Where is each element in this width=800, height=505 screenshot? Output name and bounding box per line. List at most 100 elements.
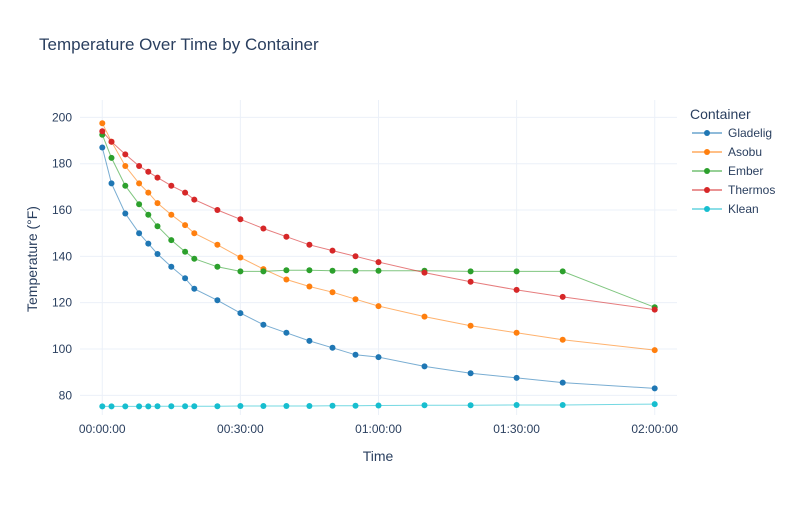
series-layer — [99, 120, 658, 410]
legend-item-ember[interactable]: Ember — [692, 164, 763, 178]
data-point-thermos — [182, 189, 189, 196]
legend-label: Thermos — [728, 183, 775, 197]
legend[interactable]: Container Gladelig Asobu Ember Thermos Klean — [690, 106, 775, 216]
data-point-gladelig — [467, 370, 474, 377]
data-point-klean — [136, 403, 143, 410]
data-point-thermos — [651, 306, 658, 313]
data-point-gladelig — [122, 210, 129, 217]
data-point-klean — [375, 402, 382, 409]
data-point-klean — [352, 402, 359, 409]
data-point-gladelig — [651, 385, 658, 392]
data-point-klean — [214, 403, 221, 410]
series-klean — [99, 401, 658, 410]
data-point-asobu — [283, 276, 290, 283]
legend-swatch-marker — [704, 168, 710, 174]
data-point-thermos — [260, 225, 267, 232]
data-point-ember — [513, 268, 520, 275]
legend-item-asobu[interactable]: Asobu — [692, 145, 762, 159]
legend-items[interactable]: Gladelig Asobu Ember Thermos Klean — [692, 126, 775, 216]
data-point-thermos — [237, 216, 244, 223]
data-point-ember — [237, 268, 244, 275]
data-point-klean — [513, 402, 520, 408]
x-tick-label: 01:30:00 — [493, 422, 540, 436]
legend-label: Ember — [728, 164, 763, 178]
series-ember — [99, 131, 658, 311]
data-point-ember — [108, 154, 115, 161]
legend-item-klean[interactable]: Klean — [692, 202, 759, 216]
series-line-gladelig — [101, 147, 655, 389]
y-tick-label: 80 — [59, 388, 73, 402]
data-point-ember — [375, 267, 382, 274]
data-point-ember — [136, 201, 143, 208]
data-point-thermos — [306, 241, 313, 248]
data-point-gladelig — [168, 263, 175, 270]
data-point-asobu — [467, 322, 474, 329]
data-point-klean — [154, 403, 161, 410]
data-point-klean — [122, 403, 129, 410]
tick-layer: 80 100 120 140 160 180 200 00:00:00 00:30:00 01:0… — [52, 110, 678, 436]
data-point-thermos — [145, 168, 152, 175]
data-point-thermos — [122, 151, 129, 158]
data-point-klean — [421, 402, 428, 409]
data-point-thermos — [352, 253, 359, 260]
grid-layer — [80, 100, 677, 415]
legend-label: Klean — [728, 202, 759, 216]
data-point-klean — [651, 401, 658, 408]
data-point-asobu — [99, 120, 106, 127]
data-point-gladelig — [214, 297, 221, 304]
data-point-ember — [214, 263, 221, 270]
data-point-asobu — [306, 283, 313, 290]
data-point-gladelig — [329, 344, 336, 351]
data-point-asobu — [214, 241, 221, 248]
series-line-klean — [102, 403, 655, 407]
data-point-klean — [99, 403, 106, 410]
data-point-thermos — [214, 207, 221, 213]
data-point-ember — [283, 267, 290, 274]
series-line-ember — [101, 134, 655, 308]
series-thermos — [99, 128, 658, 313]
data-point-thermos — [99, 128, 106, 135]
data-point-gladelig — [283, 329, 290, 336]
data-point-gladelig — [182, 275, 189, 282]
y-tick-label: 140 — [52, 249, 72, 263]
legend-item-gladelig[interactable]: Gladelig — [692, 126, 772, 140]
data-point-ember — [122, 182, 129, 189]
data-point-klean — [260, 403, 267, 409]
data-point-ember — [145, 211, 152, 218]
data-point-asobu — [237, 254, 244, 261]
data-point-gladelig — [108, 180, 115, 187]
data-point-klean — [108, 403, 115, 410]
x-tick-label: 02:00:00 — [631, 422, 678, 436]
data-point-klean — [168, 403, 175, 410]
data-point-gladelig — [260, 321, 267, 328]
chart-title: Temperature Over Time by Container — [39, 35, 319, 54]
x-tick-label: 00:00:00 — [79, 422, 126, 436]
legend-item-thermos[interactable]: Thermos — [692, 183, 775, 197]
data-point-gladelig — [352, 351, 359, 358]
data-point-thermos — [375, 259, 382, 266]
data-point-asobu — [168, 211, 175, 218]
data-point-asobu — [182, 222, 189, 229]
legend-label: Gladelig — [728, 126, 772, 140]
data-point-gladelig — [191, 285, 198, 292]
data-point-asobu — [421, 313, 428, 320]
data-point-klean — [191, 403, 198, 410]
data-point-asobu — [513, 329, 520, 336]
series-gladelig — [99, 144, 658, 392]
data-point-thermos — [421, 269, 428, 276]
x-tick-label: 00:30:00 — [217, 422, 264, 436]
data-point-asobu — [651, 347, 658, 354]
data-point-asobu — [375, 303, 382, 310]
data-point-asobu — [559, 336, 566, 343]
data-point-asobu — [329, 289, 336, 296]
data-point-asobu — [191, 230, 198, 237]
data-point-gladelig — [237, 310, 244, 317]
data-point-ember — [182, 248, 189, 255]
data-point-klean — [329, 402, 336, 409]
y-tick-label: 200 — [52, 110, 72, 124]
data-point-thermos — [168, 182, 175, 189]
data-point-thermos — [108, 138, 115, 145]
